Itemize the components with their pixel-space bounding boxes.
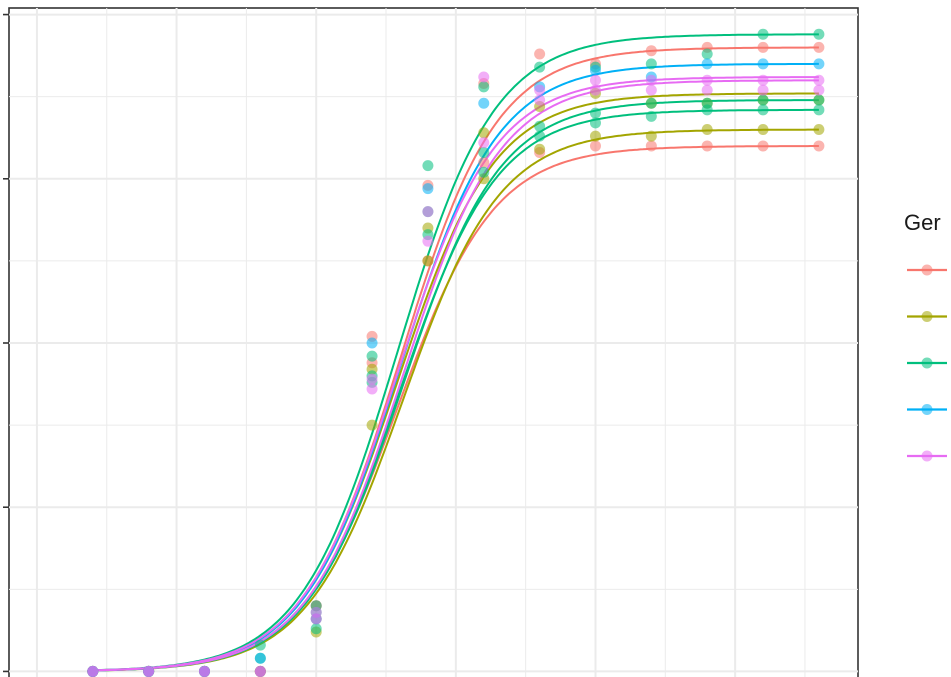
data-point: [422, 235, 434, 247]
legend-key-point: [921, 404, 933, 415]
legend-keys: [907, 264, 947, 462]
data-point: [589, 107, 601, 119]
data-point: [534, 143, 546, 155]
data-point: [310, 623, 322, 635]
legend-title: Ger: [904, 210, 941, 235]
fitted-curves: [92, 33, 819, 672]
data-point: [534, 120, 546, 132]
data-point: [589, 117, 601, 129]
data-point: [589, 140, 601, 152]
data-point: [813, 41, 825, 53]
data-point: [534, 61, 546, 73]
legend-key-point: [921, 450, 933, 462]
data-point: [757, 140, 769, 152]
data-point: [478, 81, 490, 93]
data-point: [254, 652, 266, 664]
data-point: [757, 104, 769, 116]
grid-lines: [9, 8, 858, 677]
data-point: [254, 665, 266, 677]
data-point: [645, 130, 657, 142]
data-point: [813, 124, 825, 136]
data-point: [813, 104, 825, 116]
data-point: [478, 71, 490, 83]
data-point: [478, 166, 490, 178]
data-point: [645, 140, 657, 152]
y-axis-ticks: [3, 13, 9, 673]
data-point: [813, 74, 825, 86]
data-point: [366, 383, 378, 395]
data-point: [645, 74, 657, 86]
data-point: [813, 28, 825, 40]
data-point: [422, 206, 434, 218]
legend-key-point: [921, 357, 933, 369]
data-point: [478, 97, 490, 109]
data-point: [422, 160, 434, 172]
data-point: [701, 124, 713, 136]
data-point: [645, 84, 657, 96]
data-point: [645, 97, 657, 109]
data-point: [422, 183, 434, 195]
data-point: [366, 419, 378, 431]
data-point: [198, 665, 210, 677]
data-point: [645, 110, 657, 122]
data-point: [813, 58, 825, 70]
fitted-curve: [92, 79, 819, 672]
data-point: [757, 41, 769, 53]
data-point: [422, 255, 434, 267]
data-point: [701, 140, 713, 152]
data-point: [534, 48, 546, 60]
data-point: [701, 58, 713, 70]
data-point: [757, 28, 769, 40]
data-point: [813, 84, 825, 96]
data-point: [757, 58, 769, 70]
data-point: [478, 156, 490, 168]
data-point: [589, 130, 601, 142]
data-point: [701, 48, 713, 60]
data-point: [813, 140, 825, 152]
data-point: [813, 94, 825, 106]
data-point: [645, 45, 657, 57]
data-point: [701, 84, 713, 96]
data-point: [589, 64, 601, 76]
data-point: [589, 74, 601, 86]
data-point: [478, 137, 490, 149]
fitted-curve: [92, 76, 819, 672]
legend: Ger: [904, 210, 947, 462]
data-point: [757, 124, 769, 136]
data-point: [701, 74, 713, 86]
data-point: [478, 147, 490, 159]
data-points: [87, 28, 825, 677]
data-point: [757, 94, 769, 106]
data-point: [645, 58, 657, 70]
data-point: [757, 84, 769, 96]
data-point: [366, 337, 378, 349]
data-point: [534, 94, 546, 106]
data-point: [757, 74, 769, 86]
legend-key-point: [921, 311, 933, 322]
legend-key-point: [921, 264, 933, 276]
data-point: [87, 665, 99, 677]
data-point: [366, 350, 378, 362]
data-point: [310, 613, 322, 625]
data-point: [478, 127, 490, 139]
data-point: [366, 373, 378, 385]
data-point: [701, 97, 713, 109]
data-point: [534, 84, 546, 96]
data-point: [254, 639, 266, 651]
data-point: [534, 130, 546, 142]
data-point: [589, 84, 601, 96]
data-point: [143, 665, 155, 677]
